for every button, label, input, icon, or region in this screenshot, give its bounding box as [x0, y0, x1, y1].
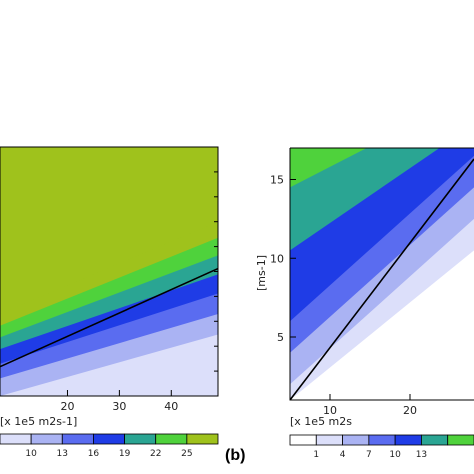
- colorbar-swatch: [155, 433, 188, 445]
- colorbar-label: 19: [119, 449, 131, 459]
- y-tick-label: 5: [277, 331, 284, 344]
- colorbar-label: 13: [416, 450, 427, 460]
- colorbar-swatch: [289, 434, 317, 446]
- y-tick-label: 10: [270, 252, 284, 265]
- fit-line-b: [290, 158, 474, 400]
- x-axis-label-a: [x 1e5 m2s-1]: [0, 415, 77, 428]
- colorbar-swatch: [30, 433, 63, 445]
- y-axis-label-b: [ms-1]: [255, 255, 268, 291]
- colorbar-swatch: [342, 434, 370, 446]
- colorbar-swatch: [421, 434, 449, 446]
- colorbar-label: 10: [389, 450, 401, 460]
- colorbar-label: 25: [181, 449, 192, 459]
- x-tick-label: 30: [112, 400, 126, 413]
- plot-frame-b: [289, 147, 474, 401]
- colorbar-swatch: [124, 433, 157, 445]
- colorbar-swatch: [61, 433, 94, 445]
- colorbar-label: 16: [88, 449, 100, 459]
- colorbar-a: 10 13 16 19 22 25: [0, 433, 219, 459]
- colorbar-swatch: [315, 434, 343, 446]
- colorbar-label: 7: [366, 450, 372, 460]
- colorbar-swatch: [447, 434, 474, 446]
- colorbar-label: 4: [340, 450, 346, 460]
- colorbar-swatch: [186, 433, 219, 445]
- colorbar-b: 1 4 7 10 13: [289, 434, 474, 460]
- x-tick-label: 20: [403, 404, 417, 417]
- colorbar-label: 1: [313, 450, 319, 460]
- colorbar-swatch: [0, 433, 32, 445]
- fit-line-a: [0, 267, 219, 368]
- panel-label-b: (b): [225, 447, 245, 464]
- colorbar-swatch: [368, 434, 396, 446]
- contour-band-a-7: [0, 147, 218, 314]
- colorbar-label: 10: [25, 449, 37, 459]
- x-tick-label: 10: [323, 404, 337, 417]
- colorbar-swatch: [93, 433, 125, 445]
- panel-a: 20 30 40 [x 1e5 m2s-1] 10 13 16 19 22 25: [0, 146, 219, 459]
- contour-band-b-5: [290, 148, 440, 251]
- panel-b: 10 20 5 10 15 [ms-1] [x 1e5 m2s 1 4 7 10 13 (b): [225, 147, 474, 464]
- contour-band-b-6: [290, 148, 367, 188]
- y-tick-label: 15: [270, 174, 284, 187]
- x-tick-label: 20: [60, 400, 74, 413]
- x-tick-label: 40: [164, 400, 178, 413]
- x-axis-label-b: [x 1e5 m2s: [290, 415, 352, 428]
- colorbar-label: 22: [150, 449, 161, 459]
- colorbar-label: 13: [57, 449, 68, 459]
- colorbar-swatch: [394, 434, 422, 446]
